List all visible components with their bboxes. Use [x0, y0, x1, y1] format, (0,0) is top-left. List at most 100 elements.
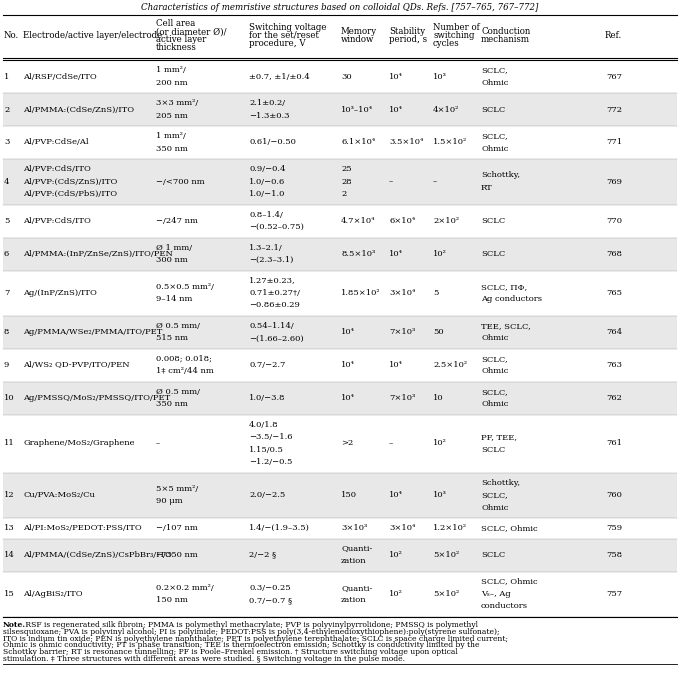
Text: −/350 nm: −/350 nm — [156, 551, 197, 559]
Text: cycles: cycles — [433, 39, 460, 48]
Text: Al/PVP:(CdS/ZnS)/ITO: Al/PVP:(CdS/ZnS)/ITO — [23, 178, 117, 186]
Text: 10²: 10² — [389, 590, 403, 598]
Text: SCLC: SCLC — [481, 250, 505, 258]
Text: SCLC,: SCLC, — [481, 132, 507, 140]
Text: 1‡ cm²/44 nm: 1‡ cm²/44 nm — [156, 367, 214, 375]
Text: Quanti-: Quanti- — [341, 583, 373, 592]
Text: Switching voltage: Switching voltage — [249, 23, 326, 32]
Text: 759: 759 — [606, 524, 622, 532]
Text: 8: 8 — [4, 328, 10, 336]
Text: 0.5×0.5 mm²/: 0.5×0.5 mm²/ — [156, 283, 214, 291]
Text: 10⁴: 10⁴ — [389, 250, 403, 258]
Text: 768: 768 — [606, 250, 622, 258]
Text: 4.0/1.8: 4.0/1.8 — [249, 420, 279, 429]
Text: SCLC,: SCLC, — [481, 388, 507, 395]
Text: 15: 15 — [4, 590, 15, 598]
Text: 6: 6 — [4, 250, 10, 258]
Text: 1.27±0.23,: 1.27±0.23, — [249, 276, 296, 285]
Text: window: window — [341, 35, 375, 44]
Text: 767: 767 — [606, 72, 622, 80]
Text: −3.5/−1.6: −3.5/−1.6 — [249, 433, 293, 441]
Text: 8.5×10³: 8.5×10³ — [341, 250, 375, 258]
Text: 3.5×10⁴: 3.5×10⁴ — [389, 139, 424, 147]
Text: 5: 5 — [433, 289, 439, 297]
Text: >2: >2 — [341, 439, 353, 448]
Text: ITO is indium tin oxide; PEN is polyethylene naphthalate; PET is polyethylene te: ITO is indium tin oxide; PEN is polyethy… — [3, 635, 508, 643]
Text: 4×10²: 4×10² — [433, 105, 460, 114]
Text: 10³: 10³ — [433, 491, 447, 499]
Text: SCLC,: SCLC, — [481, 491, 507, 499]
Text: 763: 763 — [606, 361, 622, 369]
Text: 1.0/−3.8: 1.0/−3.8 — [249, 394, 285, 402]
Text: 300 nm: 300 nm — [156, 256, 188, 264]
Text: 1.0/−0.6: 1.0/−0.6 — [249, 178, 285, 186]
Text: Al/PVP:(CdS/PbS)/ITO: Al/PVP:(CdS/PbS)/ITO — [23, 190, 117, 198]
Text: 25: 25 — [341, 165, 351, 173]
Text: 9–14 nm: 9–14 nm — [156, 295, 192, 304]
Text: 0.71±0.27†/: 0.71±0.27†/ — [249, 289, 300, 297]
Text: SCLC: SCLC — [481, 445, 505, 454]
Text: stimulation. ‡ Three structures with different areas were studied. § Switching v: stimulation. ‡ Three structures with dif… — [3, 655, 405, 663]
Text: 3×3 mm²/: 3×3 mm²/ — [156, 99, 198, 107]
Text: 4: 4 — [4, 178, 10, 186]
Bar — [3, 382, 677, 415]
Text: Ø 0.5 mm/: Ø 0.5 mm/ — [156, 322, 200, 330]
Text: 1.2×10²: 1.2×10² — [433, 524, 467, 532]
Text: 761: 761 — [606, 439, 622, 448]
Text: period, s: period, s — [389, 35, 427, 44]
Text: Ohmic: Ohmic — [481, 400, 509, 408]
Text: SCLC: SCLC — [481, 551, 505, 559]
Text: Stability: Stability — [389, 27, 425, 36]
Text: Ag/(InP/ZnS)/ITO: Ag/(InP/ZnS)/ITO — [23, 289, 97, 297]
Text: 771: 771 — [606, 139, 622, 147]
Text: 200 nm: 200 nm — [156, 79, 188, 87]
Text: No.: No. — [4, 31, 19, 40]
Text: 30: 30 — [341, 72, 351, 80]
Text: 1.15/0.5: 1.15/0.5 — [249, 445, 284, 454]
Text: 10⁴: 10⁴ — [341, 328, 355, 336]
Text: Al/AgBiS₂/ITO: Al/AgBiS₂/ITO — [23, 590, 82, 598]
Text: 764: 764 — [606, 328, 622, 336]
Text: 6×10⁴: 6×10⁴ — [389, 217, 415, 225]
Text: 1.3–2.1/: 1.3–2.1/ — [249, 243, 283, 251]
Text: 0.7/−0.7 §: 0.7/−0.7 § — [249, 596, 292, 604]
Text: 150: 150 — [341, 491, 357, 499]
Text: 772: 772 — [606, 105, 622, 114]
Text: −(2.3–3.1): −(2.3–3.1) — [249, 256, 294, 264]
Text: switching: switching — [433, 31, 475, 40]
Text: 4.7×10⁴: 4.7×10⁴ — [341, 217, 375, 225]
Text: 90 μm: 90 μm — [156, 498, 183, 506]
Text: 770: 770 — [606, 217, 622, 225]
Text: conductors: conductors — [481, 602, 528, 610]
Text: SCLC, Ohmic: SCLC, Ohmic — [481, 524, 537, 532]
Text: 0.8–1.4/: 0.8–1.4/ — [249, 211, 283, 218]
Text: 0.7/−2.7: 0.7/−2.7 — [249, 361, 285, 369]
Text: 10⁴: 10⁴ — [341, 394, 355, 402]
Text: 10²: 10² — [433, 250, 447, 258]
Text: Schottky,: Schottky, — [481, 479, 520, 487]
Text: PF, TEE,: PF, TEE, — [481, 433, 517, 441]
Text: 760: 760 — [606, 491, 622, 499]
Text: SCLC: SCLC — [481, 217, 505, 225]
Text: SCLC: SCLC — [481, 105, 505, 114]
Text: Graphene/MoS₂/Graphene: Graphene/MoS₂/Graphene — [23, 439, 135, 448]
Text: −0.86±0.29: −0.86±0.29 — [249, 301, 300, 310]
Text: 2.5×10²: 2.5×10² — [433, 361, 467, 369]
Text: zation: zation — [341, 596, 366, 604]
Text: Ohmic: Ohmic — [481, 504, 509, 512]
Text: 10⁴: 10⁴ — [389, 72, 403, 80]
Text: 5×10²: 5×10² — [433, 551, 459, 559]
Text: 3×10⁴: 3×10⁴ — [389, 524, 415, 532]
Text: Number of: Number of — [433, 23, 479, 32]
Text: 10²: 10² — [433, 439, 447, 448]
Text: Ohmic: Ohmic — [481, 145, 509, 153]
Text: 1.4/−(1.9–3.5): 1.4/−(1.9–3.5) — [249, 524, 310, 532]
Text: Al/RSF/CdSe/ITO: Al/RSF/CdSe/ITO — [23, 72, 97, 80]
Text: 765: 765 — [606, 289, 622, 297]
Text: 14: 14 — [4, 551, 15, 559]
Text: 7×10³: 7×10³ — [389, 394, 415, 402]
Text: Al/PMMA/(CdSe/ZnS)/CsPbBr₃/ITO: Al/PMMA/(CdSe/ZnS)/CsPbBr₃/ITO — [23, 551, 172, 559]
Text: Ag conductors: Ag conductors — [481, 295, 542, 304]
Bar — [3, 473, 677, 518]
Text: Al/PMMA:(InP/ZnSe/ZnS)/ITO/PEN: Al/PMMA:(InP/ZnSe/ZnS)/ITO/PEN — [23, 250, 173, 258]
